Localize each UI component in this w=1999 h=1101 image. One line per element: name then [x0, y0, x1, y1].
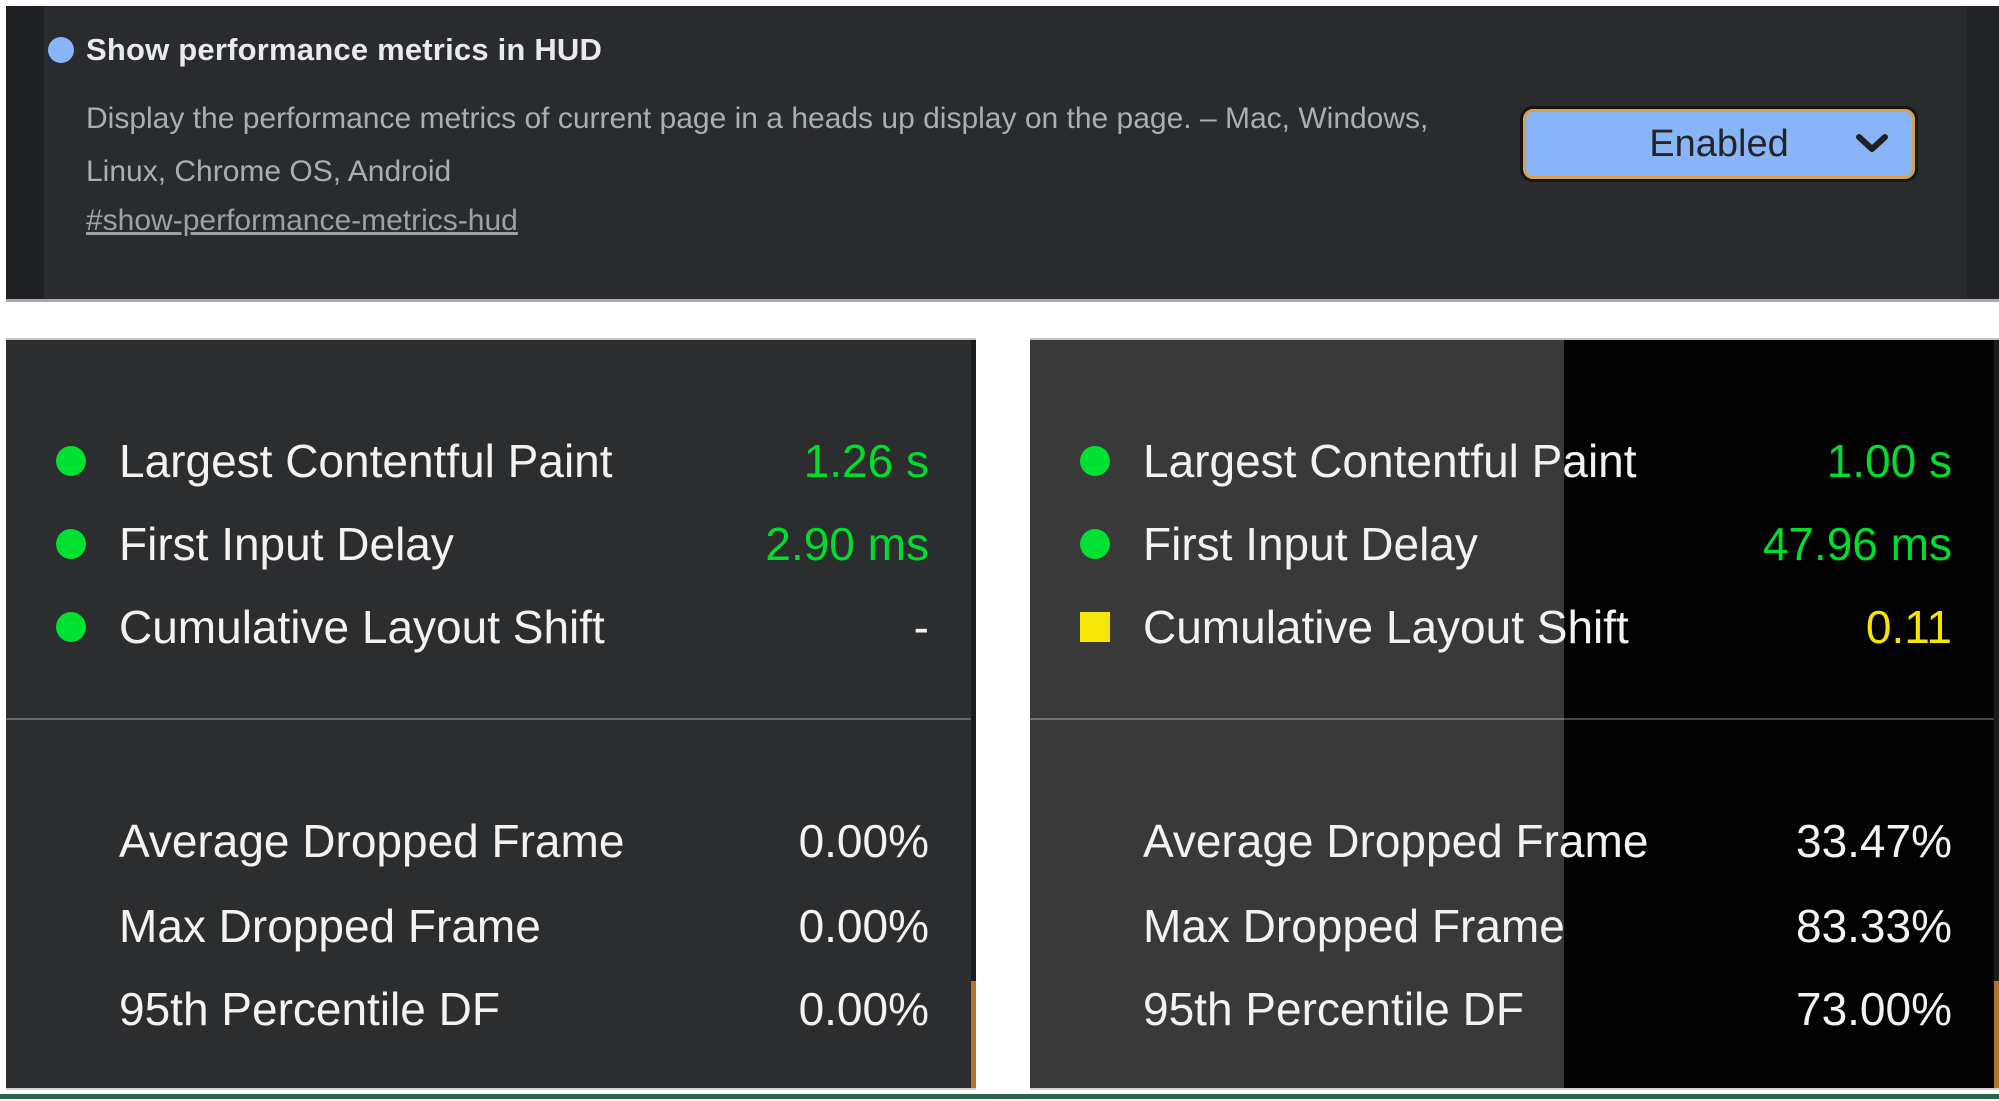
metric-row: Cumulative Layout Shift -: [56, 595, 929, 659]
chevron-down-icon: [1856, 134, 1888, 152]
flag-permalink[interactable]: #show-performance-metrics-hud: [86, 204, 518, 237]
metric-label: Max Dropped Frame: [119, 900, 541, 952]
good-status-icon: [1080, 446, 1110, 476]
metric-row: Average Dropped Frame 33.47%: [1080, 809, 1952, 873]
metric-row: Largest Contentful Paint 1.26 s: [56, 429, 929, 493]
good-status-icon: [56, 446, 86, 476]
metric-value: 73.00%: [1795, 983, 1952, 1035]
metric-label: 95th Percentile DF: [1143, 983, 1524, 1035]
flag-status-dot-icon: [48, 37, 74, 63]
flag-select-value: Enabled: [1649, 122, 1789, 165]
indicator-spacer: [1080, 911, 1110, 941]
metric-label: First Input Delay: [1143, 518, 1478, 570]
flag-row-left-edge: [6, 6, 44, 299]
panel-right-edge: [971, 340, 976, 1088]
indicator-spacer: [1080, 826, 1110, 856]
metric-value: 33.47%: [1795, 815, 1952, 867]
metric-value: 0.00%: [798, 815, 929, 867]
metric-row: 95th Percentile DF 73.00%: [1080, 977, 1952, 1041]
metric-value: 0.00%: [798, 983, 929, 1035]
metric-label: Average Dropped Frame: [119, 815, 625, 867]
metric-row: Max Dropped Frame 83.33%: [1080, 894, 1952, 958]
metric-row: Average Dropped Frame 0.00%: [56, 809, 929, 873]
metric-label: Max Dropped Frame: [1143, 900, 1565, 952]
panel-right-edge: [1994, 340, 1999, 1088]
metric-label: First Input Delay: [119, 518, 454, 570]
metric-row: First Input Delay 47.96 ms: [1080, 512, 1952, 576]
metric-label: 95th Percentile DF: [119, 983, 500, 1035]
metric-value: 0.00%: [798, 900, 929, 952]
metric-label: Cumulative Layout Shift: [1143, 601, 1629, 653]
metric-row: Cumulative Layout Shift 0.11: [1080, 595, 1952, 659]
metric-value: 1.00 s: [1826, 435, 1952, 487]
metric-value: 1.26 s: [803, 435, 929, 487]
metric-value: 47.96 ms: [1762, 518, 1952, 570]
good-status-icon: [56, 612, 86, 642]
good-status-icon: [1080, 529, 1110, 559]
flag-title: Show performance metrics in HUD: [86, 32, 603, 67]
indicator-spacer: [1080, 994, 1110, 1024]
flag-enabled-select[interactable]: Enabled: [1523, 109, 1915, 179]
metric-value: 0.11: [1865, 601, 1952, 653]
metric-label: Largest Contentful Paint: [119, 435, 613, 487]
metric-row: Largest Contentful Paint 1.00 s: [1080, 429, 1952, 493]
flag-row-right-edge: [1967, 6, 1999, 299]
metric-label: Cumulative Layout Shift: [119, 601, 605, 653]
warning-status-icon: [1080, 612, 1110, 642]
bottom-green-line: [0, 1094, 1999, 1099]
indicator-spacer: [56, 911, 86, 941]
hud-section-divider: [6, 718, 976, 720]
panel-right-edge-orange: [1994, 981, 1999, 1088]
good-status-icon: [56, 529, 86, 559]
indicator-spacer: [56, 994, 86, 1024]
hud-panel-left: Largest Contentful Paint 1.26 s First In…: [6, 338, 976, 1090]
flag-row: Show performance metrics in HUD Display …: [6, 6, 1999, 302]
panel-right-edge-orange: [971, 981, 976, 1088]
metric-label: Largest Contentful Paint: [1143, 435, 1637, 487]
hud-section-divider: [1030, 718, 1999, 720]
metric-label: Average Dropped Frame: [1143, 815, 1649, 867]
indicator-spacer: [56, 826, 86, 856]
metric-value: -: [913, 601, 929, 653]
metric-row: Max Dropped Frame 0.00%: [56, 894, 929, 958]
hud-panel-right: Largest Contentful Paint 1.00 s First In…: [1030, 338, 1999, 1090]
metric-row: 95th Percentile DF 0.00%: [56, 977, 929, 1041]
metric-value: 2.90 ms: [765, 518, 929, 570]
flag-description: Display the performance metrics of curre…: [86, 102, 1429, 188]
metric-row: First Input Delay 2.90 ms: [56, 512, 929, 576]
metric-value: 83.33%: [1795, 900, 1952, 952]
